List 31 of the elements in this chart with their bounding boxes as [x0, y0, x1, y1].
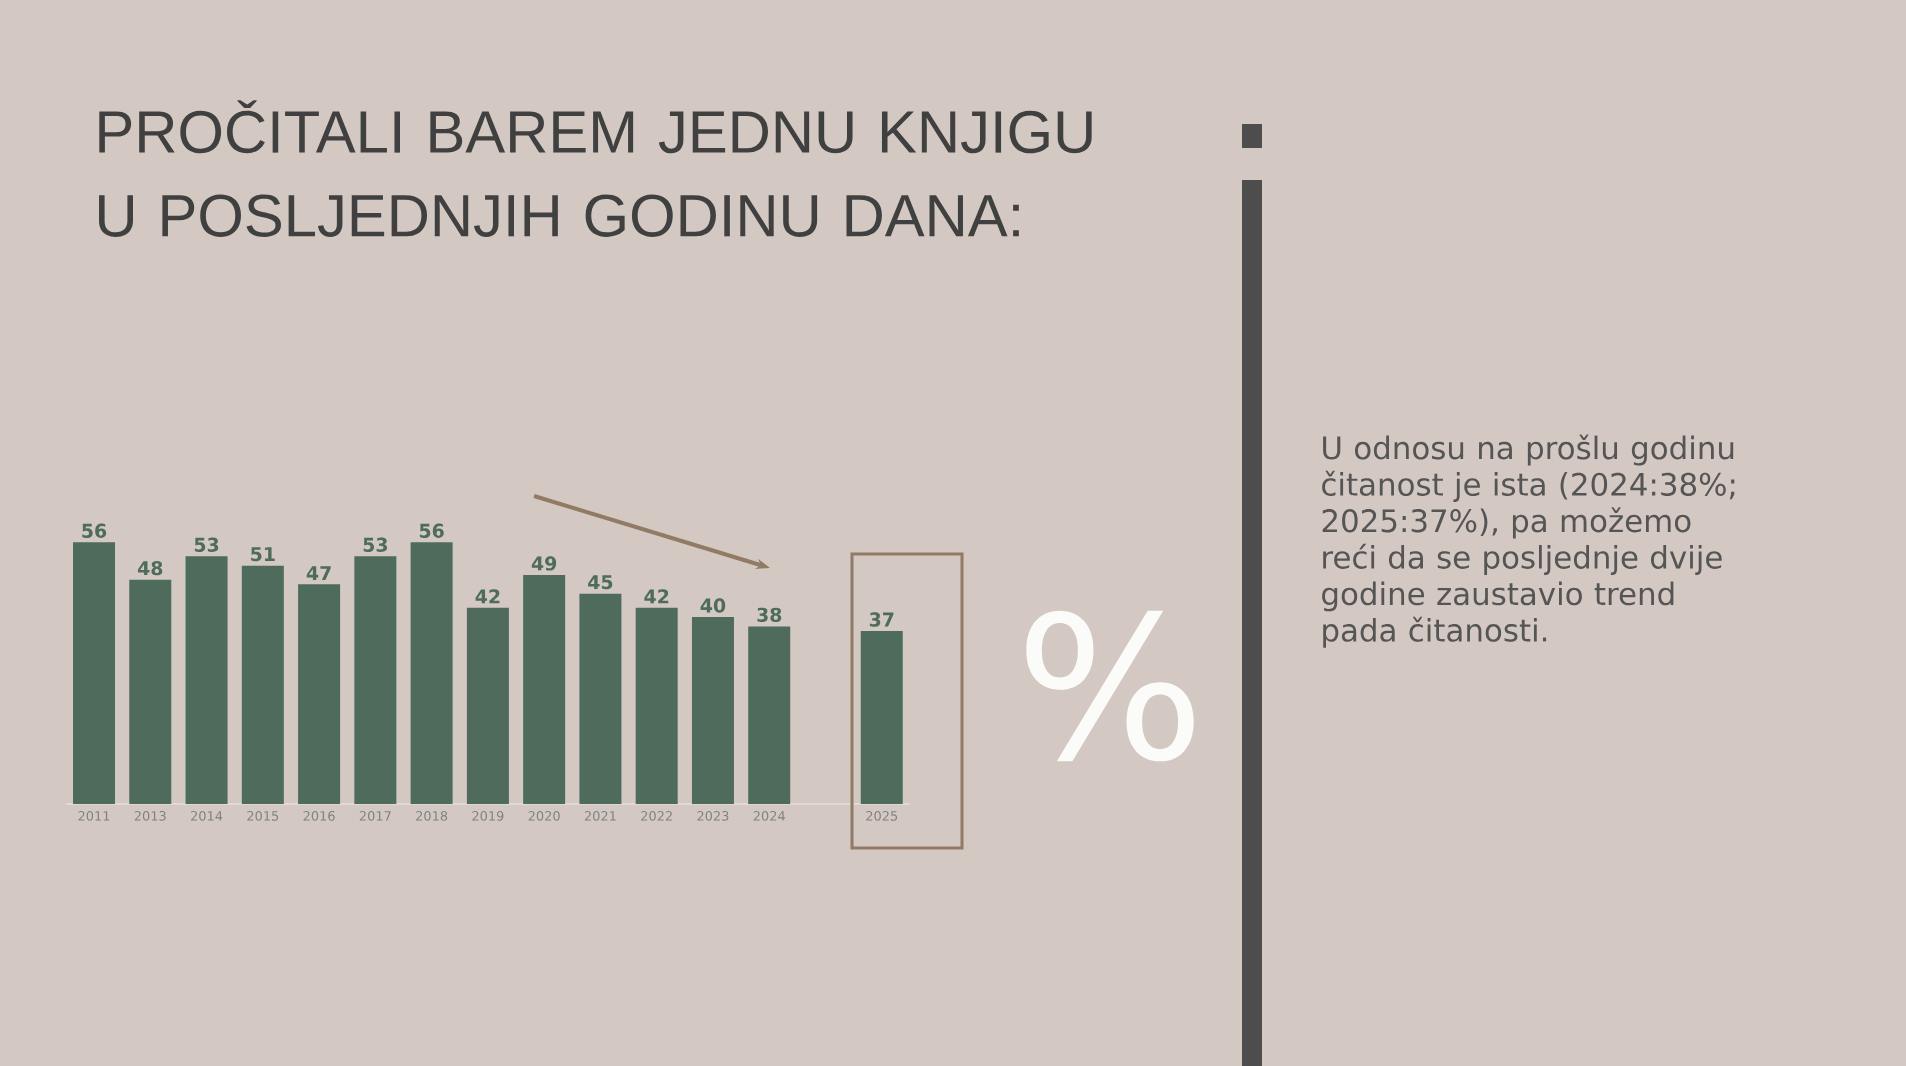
bar	[860, 631, 903, 804]
data-label: 38	[757, 607, 782, 623]
chart-title: PROČITALI BAREM JEDNU KNJIGU U POSLJEDNJIH GODINU DANA:	[99, 100, 1092, 237]
data-label: 37	[869, 612, 894, 627]
bar	[241, 565, 284, 804]
data-label: 56	[419, 523, 444, 538]
bar	[185, 556, 228, 804]
data-label: 42	[475, 589, 500, 604]
bar	[73, 542, 116, 804]
bar	[691, 617, 734, 804]
text: %	[1026, 610, 1194, 762]
text: U odnosu na prošlu godinu čitanost je ista (2024:38%; 2025:37%), pa možemo reći da se posljednje dvije godine zaustavio trend pada čitanosti.	[1322, 434, 1735, 648]
bar	[298, 584, 341, 804]
bar	[129, 579, 172, 804]
bar	[466, 607, 509, 804]
data-label: 40	[700, 598, 726, 613]
bar	[748, 626, 791, 804]
data-label: 49	[531, 556, 557, 571]
bar	[579, 593, 622, 804]
data-label: 45	[588, 575, 613, 590]
data-label: 48	[137, 560, 163, 576]
data-label: 42	[644, 589, 669, 604]
data-label: 47	[306, 566, 331, 580]
data-label: 51	[251, 547, 275, 562]
bar	[635, 607, 678, 804]
bar	[354, 556, 397, 804]
bar	[523, 575, 566, 804]
data-label: 53	[194, 537, 219, 552]
data-label: 56	[82, 523, 107, 538]
data-label: 53	[363, 537, 388, 552]
bar	[410, 542, 453, 804]
